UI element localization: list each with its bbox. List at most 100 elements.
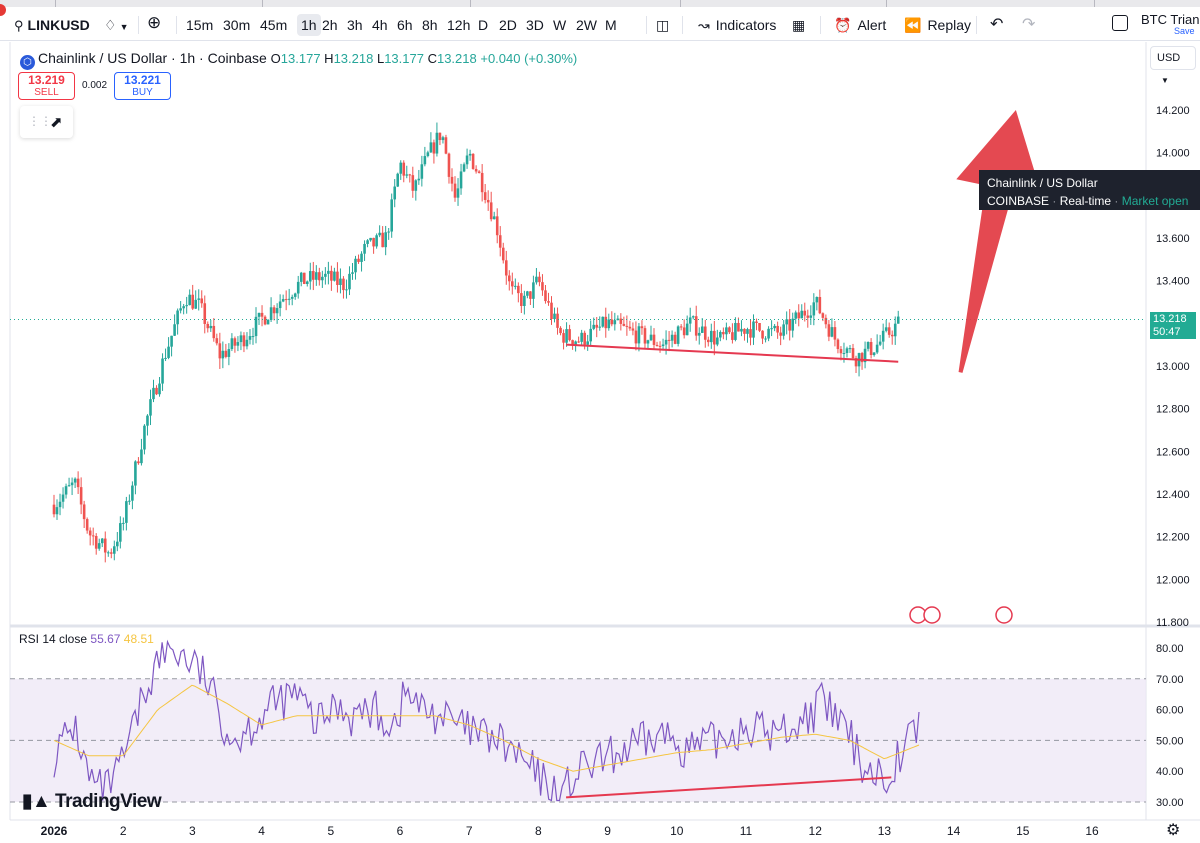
candle-body <box>827 324 831 337</box>
candle-body <box>103 538 107 553</box>
rsi-tick-label: 80.00 <box>1156 643 1184 655</box>
cursor-arrow-icon[interactable]: ⬈ <box>50 114 63 131</box>
sell-button[interactable]: 13.219 SELL <box>18 72 75 100</box>
candle-body <box>803 310 807 316</box>
interval-4h[interactable]: 4h <box>372 17 388 33</box>
symbol-search-button[interactable]: ⚲ LINKUSD <box>14 14 90 37</box>
interval-3d[interactable]: 3D <box>526 17 544 33</box>
time-tick-label: 14 <box>947 824 961 838</box>
candle-body <box>58 501 62 508</box>
candle-body <box>480 172 484 193</box>
candle-body <box>604 316 608 329</box>
candle-body <box>893 323 897 337</box>
candle-body <box>776 325 779 333</box>
replay-button[interactable]: ⏪ Replay <box>904 14 971 36</box>
candle-body <box>547 301 550 303</box>
candle-body <box>366 240 369 244</box>
candle-body <box>661 344 665 347</box>
candle-body <box>492 216 496 220</box>
candle-body <box>517 285 520 294</box>
alert-button[interactable]: ⏰ Alert <box>834 14 886 36</box>
interval-d[interactable]: D <box>478 17 489 33</box>
time-tick-label: 9 <box>604 824 611 838</box>
candle-body <box>263 316 267 325</box>
candle-body <box>830 327 834 337</box>
candle-body <box>248 336 252 340</box>
layout-checkbox[interactable] <box>1112 15 1128 31</box>
candle-body <box>646 340 650 344</box>
candle-body <box>625 325 629 327</box>
search-icon: ⚲ <box>14 18 24 33</box>
candle-body <box>287 298 291 300</box>
candle-body <box>628 326 632 329</box>
candle-body <box>535 276 538 283</box>
chart-type-button[interactable]: ◫ <box>656 14 669 36</box>
candle-body <box>188 294 191 306</box>
redo-button[interactable]: ↷ <box>1022 14 1035 36</box>
chart-canvas[interactable]: 14.200 14.000 13.600 13.400 13.000 12.800 12.6… <box>0 42 1200 843</box>
browser-tab-divider <box>55 0 56 7</box>
templates-button[interactable]: ▦ <box>792 14 805 36</box>
interval-6h[interactable]: 6h <box>397 17 413 33</box>
interval-2w[interactable]: 2W <box>576 17 597 33</box>
candle-body <box>688 317 692 324</box>
indicators-button[interactable]: ↝ Indicators <box>698 14 776 36</box>
candle-body <box>526 291 529 296</box>
candle-body <box>670 334 674 341</box>
interval-3h[interactable]: 3h <box>347 17 363 33</box>
candle-body <box>719 331 722 338</box>
candle-body <box>755 321 758 323</box>
layout-name[interactable]: BTC Triang <box>1141 12 1200 27</box>
interval-2h[interactable]: 2h <box>322 17 338 33</box>
candle-body <box>447 153 451 177</box>
candle-body <box>417 178 421 181</box>
browser-tab-divider <box>1094 0 1095 7</box>
floating-drawing-toolbar: ⋮⋮ ⬈ <box>20 106 73 138</box>
candle-body <box>486 199 490 203</box>
candle-body <box>327 270 330 274</box>
interval-8h[interactable]: 8h <box>422 17 438 33</box>
time-tick-label: 12 <box>809 824 823 838</box>
interval-15m[interactable]: 15m <box>186 17 214 33</box>
compare-add-button[interactable]: ⊕ <box>147 12 161 34</box>
drag-handle-icon[interactable]: ⋮⋮ <box>28 114 52 128</box>
candle-body <box>206 323 210 329</box>
settings-gear-icon[interactable]: ⚙ <box>1166 822 1181 839</box>
candle-body <box>860 353 864 363</box>
low-value: 13.177 <box>384 51 424 66</box>
interval-12h[interactable]: 12h <box>447 17 471 33</box>
interval-m[interactable]: M <box>605 17 617 33</box>
candle-body <box>55 507 59 515</box>
candle-body <box>441 137 445 141</box>
candle-body <box>106 552 110 554</box>
candle-body <box>146 415 149 426</box>
browser-tab-divider <box>886 0 887 7</box>
interval-2d[interactable]: 2D <box>499 17 517 33</box>
currency-dropdown[interactable]: USD ▼ <box>1150 46 1196 85</box>
candle-body <box>312 271 315 280</box>
candle-body <box>568 329 571 341</box>
candle-body <box>200 298 204 304</box>
candle-body <box>378 232 381 236</box>
interval-45m[interactable]: 45m <box>260 17 288 33</box>
candle-body <box>324 273 327 277</box>
candle-body <box>465 155 469 165</box>
candle-body <box>592 324 596 329</box>
candle-body <box>734 322 737 340</box>
candle-body <box>806 315 810 318</box>
rsi-value: 55.67 <box>90 632 121 646</box>
candle-body <box>119 523 122 542</box>
interval-1h[interactable]: 1h <box>297 14 321 36</box>
interval-30m[interactable]: 30m <box>223 17 251 33</box>
candle-body <box>137 461 140 464</box>
layout-save-link[interactable]: Save <box>1174 26 1195 36</box>
buy-button[interactable]: 13.221 BUY <box>114 72 171 100</box>
candle-body <box>170 335 173 347</box>
interval-w[interactable]: W <box>553 17 567 33</box>
symbol-type-dropdown[interactable]: ♢ ▼ <box>104 14 128 36</box>
undo-button[interactable]: ↶ <box>990 14 1003 36</box>
candle-body <box>293 293 297 297</box>
candle-body <box>595 324 599 328</box>
candle-body <box>640 326 644 329</box>
candle-body <box>881 330 885 342</box>
